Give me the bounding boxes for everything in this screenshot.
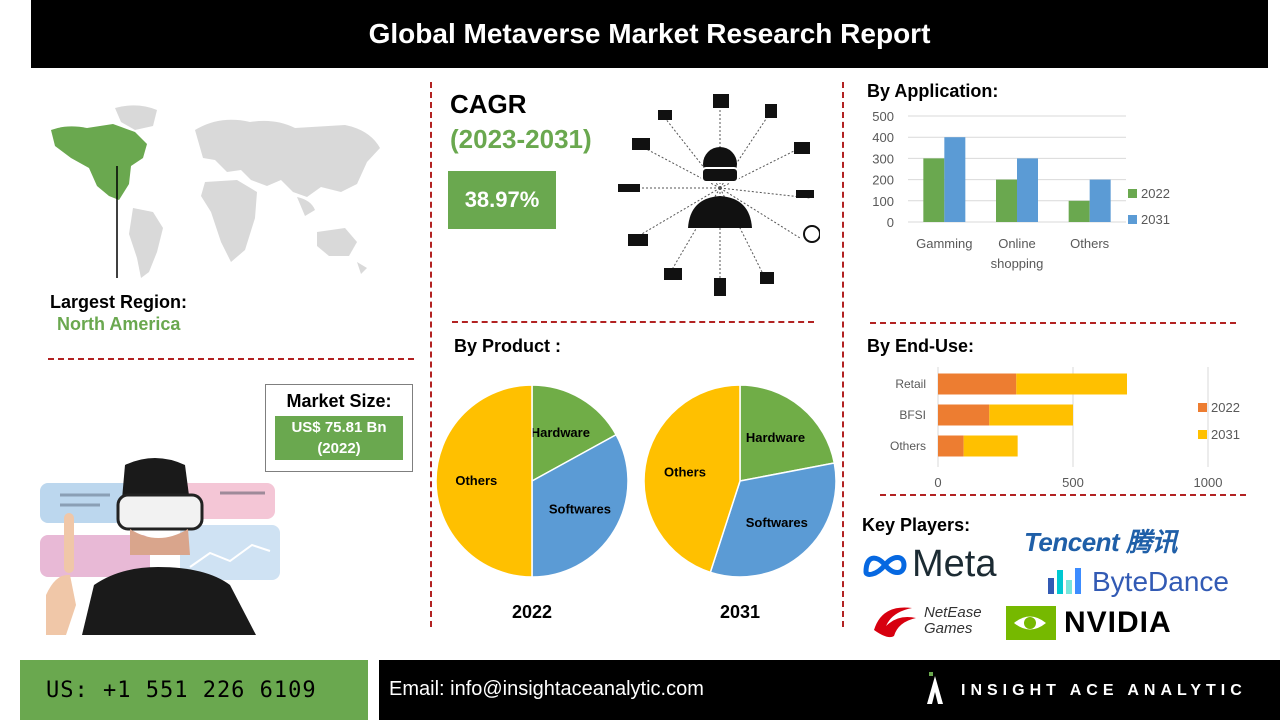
cagr-period: (2023-2031) xyxy=(450,124,592,154)
market-size-value-line1: US$ 75.81 Bn xyxy=(291,419,387,436)
bytedance-bars-icon xyxy=(1048,568,1081,594)
enduse-bar-2031 xyxy=(989,404,1073,426)
app-legend-label-2022: 2022 xyxy=(1141,186,1170,201)
app-bar-2022 xyxy=(923,158,945,222)
enduse-legend-label-2031: 2031 xyxy=(1211,427,1240,442)
application-heading: By Application: xyxy=(867,81,999,101)
app-legend-label-2031: 2031 xyxy=(1141,212,1170,227)
enduse-xtick-label: 500 xyxy=(1062,475,1084,490)
divider-key-players xyxy=(880,494,1246,496)
app-legend-swatch-2022 xyxy=(1128,189,1137,198)
enduse-bar-2031 xyxy=(963,435,1018,457)
app-bar-2022 xyxy=(1068,200,1090,222)
app-ytick-label: 500 xyxy=(872,109,894,124)
app-bar-2031 xyxy=(1089,179,1111,222)
app-bar-2022 xyxy=(996,179,1017,222)
app-bar-2031 xyxy=(1017,158,1038,222)
app-category-label: shopping xyxy=(991,256,1044,271)
app-category-label: Online xyxy=(998,236,1036,251)
pie-2031-label-softwares: Softwares xyxy=(746,515,808,530)
vr-user-illustration xyxy=(40,458,280,635)
app-legend-swatch-2031 xyxy=(1128,215,1137,224)
enduse-xtick-label: 0 xyxy=(934,475,941,490)
enduse-category-label: BFSI xyxy=(899,408,926,422)
pie-2022-slice-others xyxy=(435,384,533,578)
enduse-bar-2022 xyxy=(938,373,1017,395)
divider-region xyxy=(48,358,414,360)
footer-email: Email: info@insightaceanalytic.com xyxy=(389,678,704,700)
enduse-bar-2031 xyxy=(1016,373,1127,395)
end-use-heading: By End-Use: xyxy=(867,336,975,356)
netease-logo-text: NetEase Games xyxy=(924,604,982,637)
app-ytick-label: 300 xyxy=(872,151,894,166)
market-size-value-line2: (2022) xyxy=(317,440,361,457)
enduse-legend-label-2022: 2022 xyxy=(1211,400,1240,415)
market-size-value: US$ 75.81 Bn (2022) xyxy=(275,416,403,460)
footer-brand: INSIGHT ACE ANALYTIC xyxy=(961,682,1247,699)
app-ytick-label: 200 xyxy=(872,173,894,188)
enduse-legend-swatch-2022 xyxy=(1198,403,1207,412)
nvidia-logo-text: NVIDIA xyxy=(1064,606,1172,639)
enduse-bar-2022 xyxy=(938,404,990,426)
pie-2022-label-hardware: Hardware xyxy=(531,425,590,440)
pie-2031-label-others: Others xyxy=(664,464,706,479)
pie-2031-slice-others xyxy=(643,384,741,574)
pie-title-2022: 2022 xyxy=(512,602,552,622)
page-title: Global Metaverse Market Research Report xyxy=(31,0,1268,68)
app-ytick-label: 100 xyxy=(872,194,894,209)
cagr-label: CAGR xyxy=(450,89,527,119)
netease-logo: NetEase Games xyxy=(868,600,994,642)
tencent-logo: Tencent 腾讯 xyxy=(1024,527,1177,557)
cagr-value: 38.97% xyxy=(448,171,556,229)
application-bar-chart: 0 100 200 300 400 500 Gamming Online shopping Oth… xyxy=(872,109,1170,271)
meta-infinity-icon xyxy=(863,554,907,577)
enduse-legend-swatch-2031 xyxy=(1198,430,1207,439)
meta-logo: Meta xyxy=(862,543,996,586)
pie-2022-slice-softwares xyxy=(531,433,629,578)
divider-end-use xyxy=(870,322,1236,324)
product-heading: By Product : xyxy=(454,336,562,356)
product-pie-charts: Hardware Softwares Others 2022 Hardware Softw… xyxy=(435,384,837,622)
app-bar-2031 xyxy=(944,137,966,222)
app-ytick-label: 400 xyxy=(872,130,894,145)
meta-logo-text: Meta xyxy=(912,543,997,585)
insight-ace-logo-icon xyxy=(927,672,943,704)
metaverse-hub-icon xyxy=(618,94,820,296)
pie-2022-slice-hardware xyxy=(531,384,618,483)
market-size-label: Market Size: xyxy=(286,391,392,411)
end-use-bar-chart: 0 500 1000 Retail BFSI Others 2022 2031 xyxy=(890,367,1240,490)
netease-swirl-icon xyxy=(874,607,916,638)
app-category-label: Others xyxy=(1070,236,1110,251)
pie-2031-label-hardware: Hardware xyxy=(746,430,805,445)
footer-phone: US: +1 551 226 6109 xyxy=(20,660,368,720)
key-players-heading: Key Players: xyxy=(862,515,971,535)
enduse-category-label: Others xyxy=(890,439,926,453)
enduse-bar-2022 xyxy=(938,435,964,457)
app-category-label: Gamming xyxy=(916,236,972,251)
market-size-card: Market Size: US$ 75.81 Bn (2022) xyxy=(265,384,413,472)
enduse-category-label: Retail xyxy=(895,377,926,391)
bytedance-logo: ByteDance xyxy=(1046,566,1229,598)
pie-title-2031: 2031 xyxy=(720,602,760,622)
divider-vertical-right xyxy=(842,82,844,627)
divider-product xyxy=(452,321,814,323)
divider-vertical-left xyxy=(430,82,432,627)
pie-2022-label-others: Others xyxy=(455,473,497,488)
largest-region-label: Largest Region: xyxy=(50,292,188,312)
pie-2022-label-softwares: Softwares xyxy=(549,501,611,516)
pie-2031-slice-softwares xyxy=(709,462,837,578)
bytedance-logo-text: ByteDance xyxy=(1092,566,1229,597)
pie-2031-slice-hardware xyxy=(739,384,836,482)
app-ytick-label: 0 xyxy=(887,215,894,230)
largest-region-value: North America xyxy=(57,314,181,334)
nvidia-eye-icon xyxy=(1006,606,1056,640)
enduse-xtick-label: 1000 xyxy=(1194,475,1223,490)
footer-bar: Email: info@insightaceanalytic.com INSIG… xyxy=(379,660,1280,720)
nvidia-logo: NVIDIA xyxy=(1006,606,1172,640)
world-map xyxy=(51,105,380,278)
